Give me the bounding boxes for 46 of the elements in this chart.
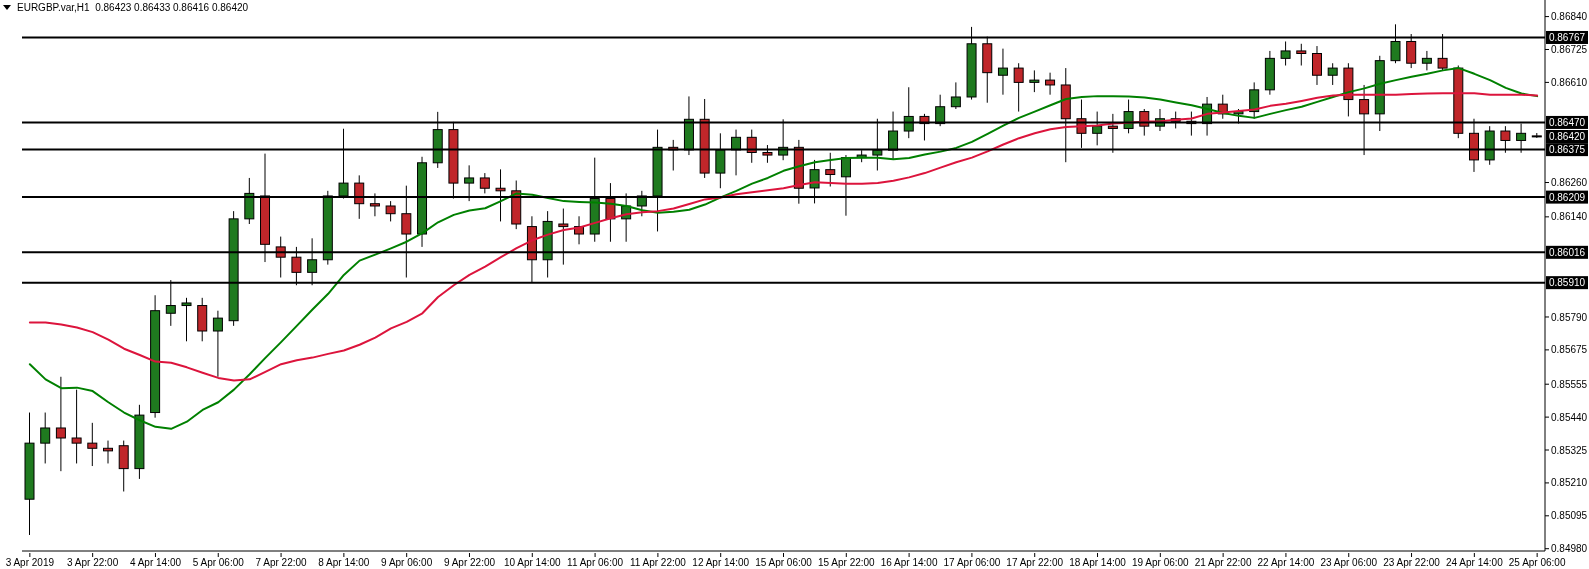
ref-line-label: 0.86016 — [1548, 246, 1586, 258]
x-tick-label: 4 Apr 14:00 — [129, 557, 182, 568]
y-tick-label: 0.86725 — [1551, 44, 1588, 56]
x-tick-label: 16 Apr 14:00 — [880, 557, 938, 568]
x-tick-label: 18 Apr 14:00 — [1069, 557, 1127, 568]
y-tick-label: 0.85675 — [1551, 344, 1588, 356]
x-tick-label: 24 Apr 14:00 — [1445, 557, 1504, 568]
y-tick-label: 0.85325 — [1551, 444, 1588, 456]
x-tick-label: 7 Apr 22:00 — [255, 557, 308, 568]
x-tick-label: 10 Apr 14:00 — [503, 557, 562, 568]
y-tick-label: 0.85555 — [1551, 378, 1588, 390]
x-tick-label: 23 Apr 22:00 — [1383, 557, 1441, 568]
ref-line-label: 0.86375 — [1548, 144, 1586, 156]
x-tick-label: 23 Apr 06:00 — [1320, 557, 1378, 568]
x-tick-label: 3 Apr 2019 — [5, 557, 55, 568]
x-tick-label: 12 Apr 14:00 — [692, 557, 750, 568]
ref-line-label: 0.86209 — [1548, 191, 1586, 203]
x-tick-label: 3 Apr 22:00 — [67, 557, 119, 568]
x-tick-label: 11 Apr 06:00 — [567, 557, 624, 568]
x-tick-label: 5 Apr 06:00 — [192, 557, 245, 568]
x-tick-label: 22 Apr 14:00 — [1257, 557, 1315, 568]
y-tick-label: 0.86260 — [1551, 177, 1588, 189]
y-tick-label: 0.84980 — [1551, 543, 1588, 555]
x-tick-label: 9 Apr 22:00 — [443, 557, 496, 568]
x-tick-label: 15 Apr 22:00 — [817, 557, 876, 568]
x-tick-label: 21 Apr 22:00 — [1194, 557, 1252, 568]
x-tick-label: 19 Apr 06:00 — [1131, 557, 1190, 568]
text: 0.86420 — [1546, 130, 1588, 144]
x-tick-label: 8 Apr 14:00 — [318, 557, 370, 568]
ref-line-label: 0.86470 — [1548, 116, 1586, 128]
chart-title: EURGBP.var,H1 0.86423 0.86433 0.86416 0.86420 — [17, 1, 249, 14]
y-tick-label: 0.86610 — [1551, 76, 1588, 88]
y-tick-label: 0.86840 — [1551, 11, 1588, 23]
x-tick-label: 17 Apr 22:00 — [1006, 557, 1064, 568]
y-tick-label: 0.86140 — [1551, 211, 1588, 223]
x-tick-label: 17 Apr 06:00 — [943, 557, 1001, 568]
y-tick-label: 0.85440 — [1551, 411, 1588, 423]
x-tick-label: 11 Apr 22:00 — [629, 557, 687, 568]
y-tick-label: 0.85095 — [1551, 510, 1588, 522]
x-tick-label: 9 Apr 06:00 — [381, 557, 433, 568]
y-tick-label: 0.85790 — [1551, 311, 1588, 323]
y-tick-label: 0.85210 — [1551, 477, 1588, 489]
ref-line-label: 0.85910 — [1548, 277, 1586, 289]
x-tick-label: 15 Apr 06:00 — [755, 557, 813, 568]
ref-line-label: 0.86767 — [1548, 31, 1586, 43]
x-tick-label: 25 Apr 06:00 — [1508, 557, 1566, 568]
